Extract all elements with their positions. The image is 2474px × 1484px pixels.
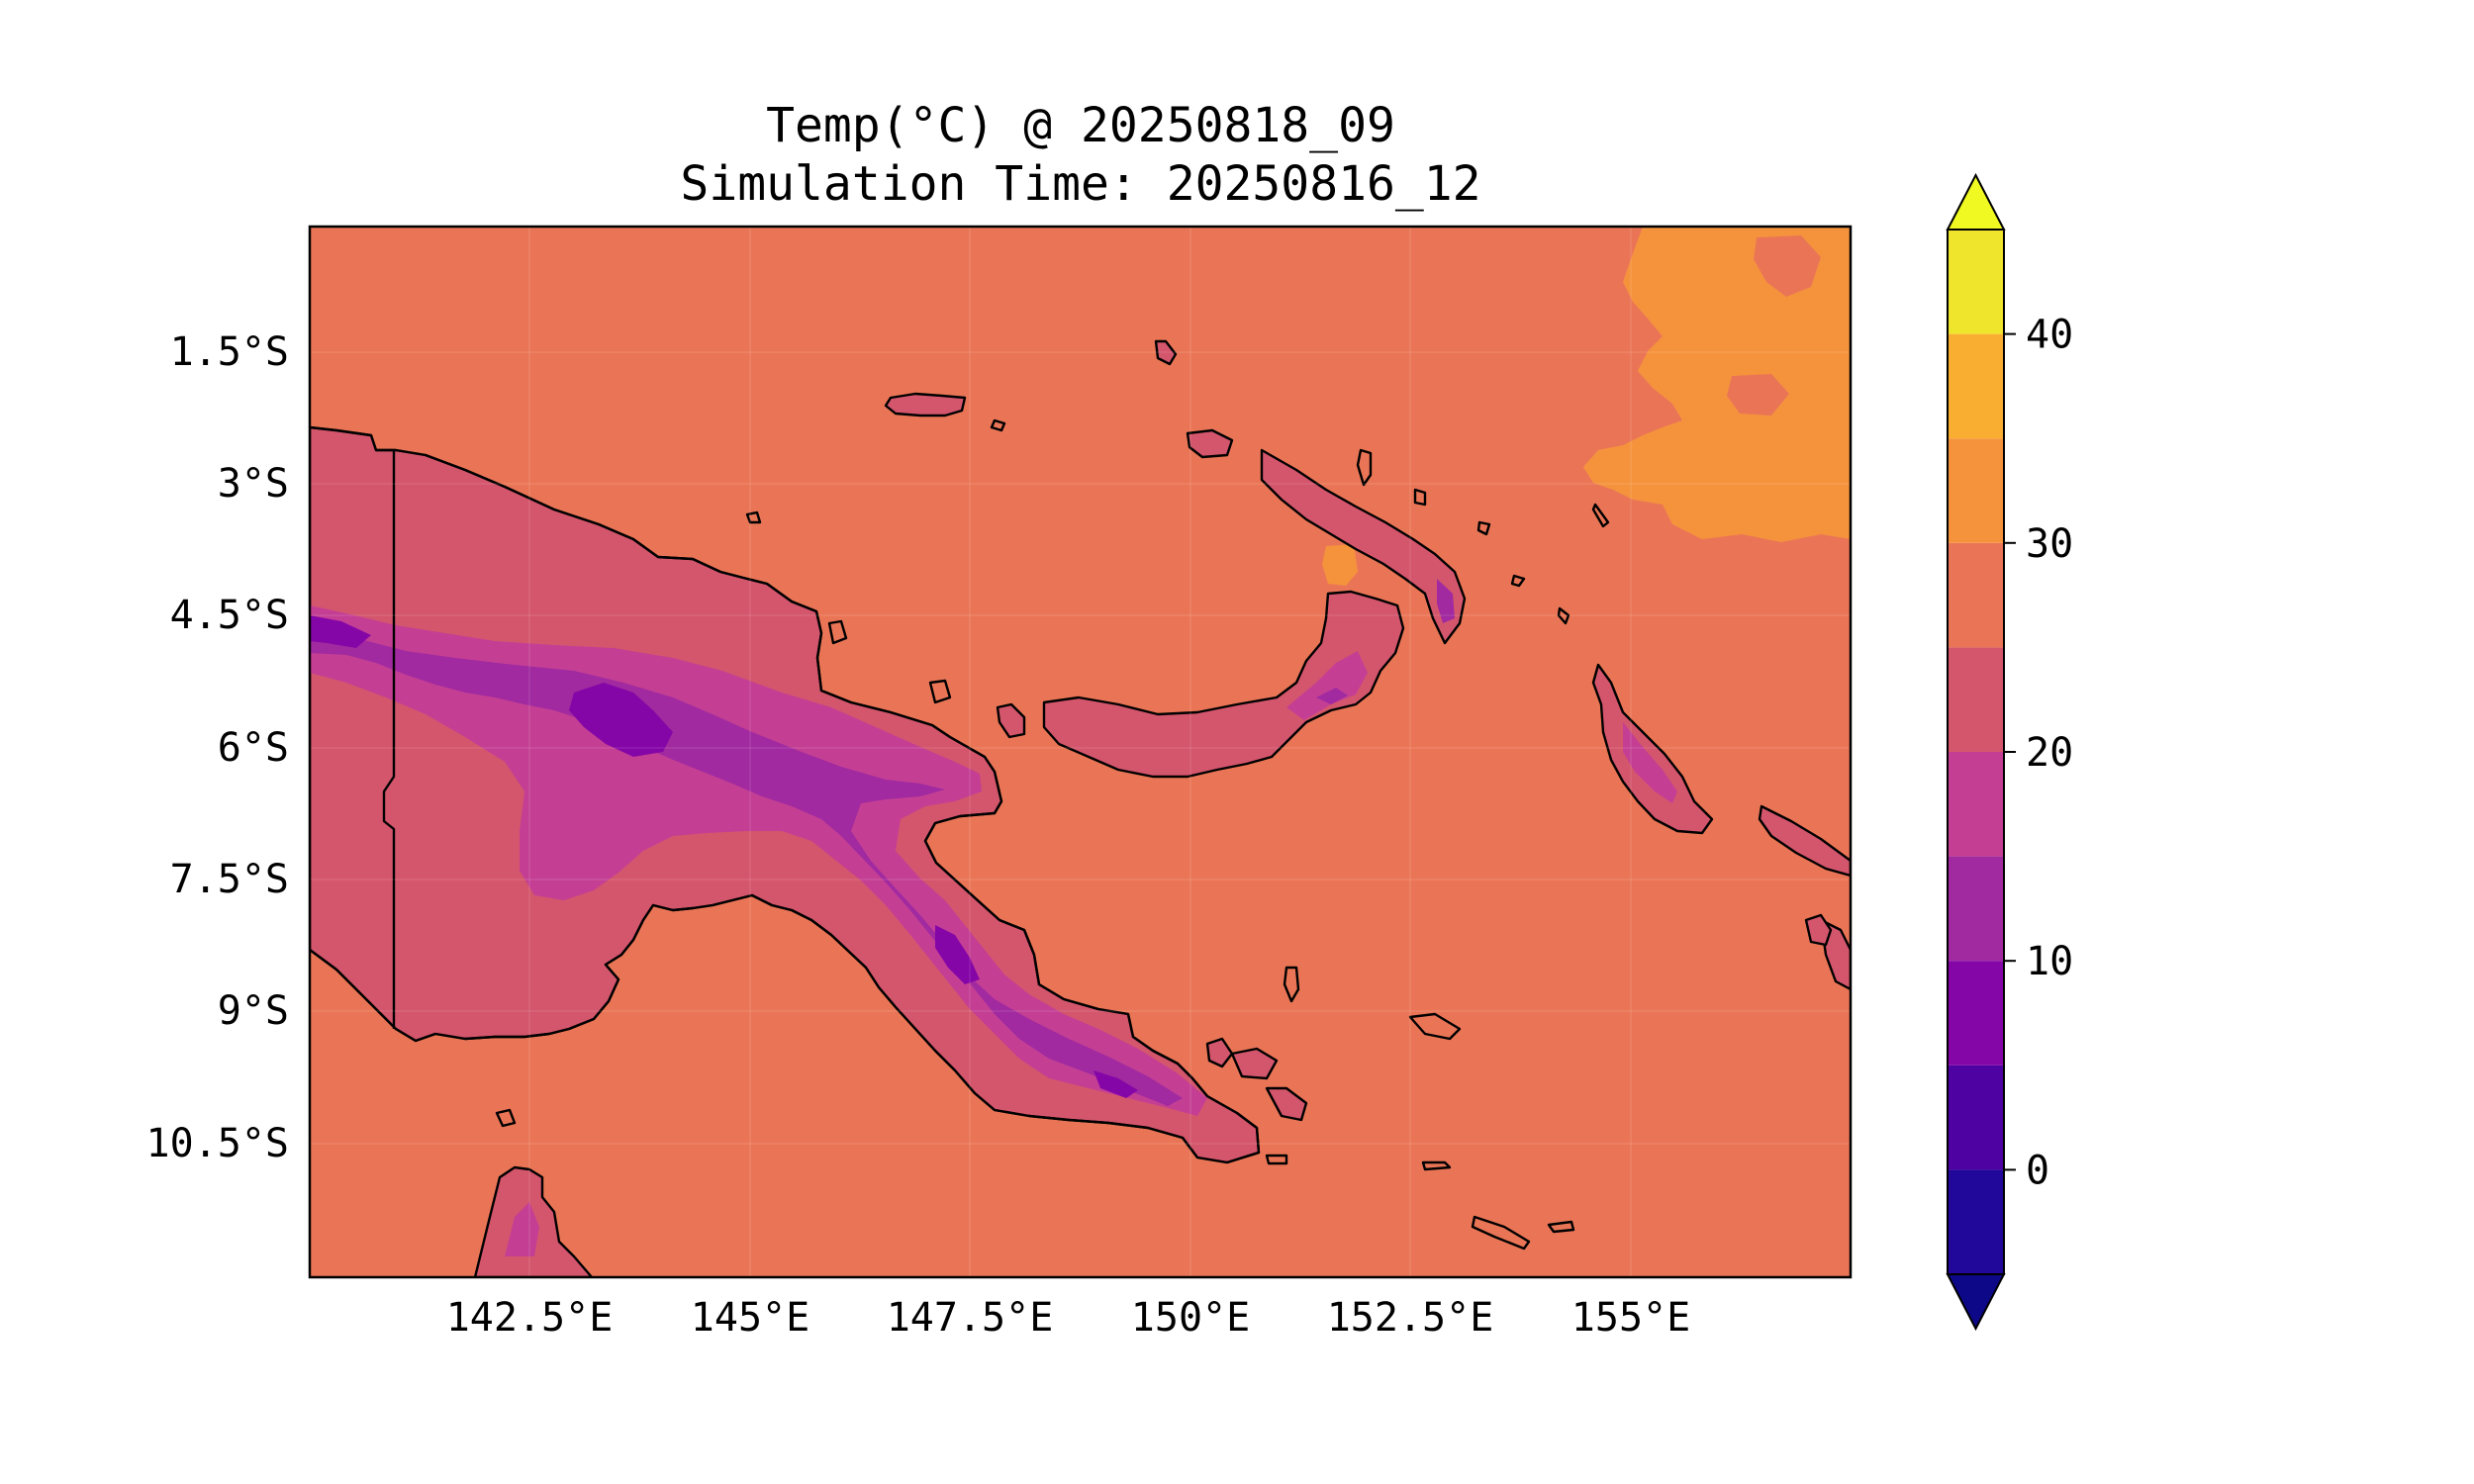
- land-islet-8: [1557, 606, 1570, 625]
- land-islet-5: [1510, 574, 1526, 588]
- land-islet-3: [1356, 448, 1373, 487]
- land-new-hanover: [1186, 428, 1234, 459]
- band-10-15-new-britain: [1316, 688, 1348, 704]
- band-10-15-highlands: [310, 628, 1183, 1106]
- land-new-ireland: [1260, 448, 1467, 645]
- land-tagula: [1471, 1215, 1531, 1251]
- band-5-10-core-3: [935, 925, 980, 984]
- land-islet-6: [1591, 503, 1610, 528]
- land-islet-solomons: [1804, 913, 1833, 947]
- colorbar-band: [1948, 333, 2004, 439]
- colorbar-tick-label: 30: [2026, 521, 2073, 567]
- border-line-indonesia-png: [382, 450, 396, 1029]
- land-islet-4: [1413, 488, 1427, 507]
- band-10-15-new-ireland: [1437, 579, 1455, 623]
- land-misima: [1421, 1160, 1452, 1171]
- land-trobriand: [1283, 966, 1300, 1003]
- sea-pocket-2: [1727, 374, 1789, 416]
- colorbar-band: [1948, 961, 2004, 1066]
- warm-sea-region-northeast: [1583, 227, 1851, 542]
- colorbar-over-arrow: [1946, 172, 2006, 231]
- colorbar-band: [1948, 542, 2004, 648]
- gridlines: [310, 227, 1851, 1277]
- map-frame: [308, 225, 1853, 1279]
- land-islet-9: [1265, 1154, 1288, 1165]
- colorbar-under-arrow: [1946, 1273, 2006, 1332]
- y-tick-label: 9°S: [218, 988, 289, 1034]
- land-woodlark: [1408, 1012, 1462, 1041]
- colorbar-band: [1948, 1065, 2004, 1170]
- colorbar-tick-label: 10: [2026, 939, 2073, 984]
- land-goodenough: [1205, 1037, 1234, 1068]
- x-tick-label: 155°E: [1571, 1295, 1690, 1341]
- x-tick-label: 147.5°E: [887, 1295, 1054, 1341]
- colorbar-tick-label: 40: [2026, 313, 2073, 358]
- title-line-2: Simulation Time: 20250816_12: [680, 156, 1480, 212]
- land-long-island: [928, 679, 952, 704]
- land-mussau: [1154, 339, 1178, 366]
- land-normanby: [1265, 1086, 1308, 1122]
- band-15-20-cape-york: [505, 1202, 539, 1256]
- x-tick-label: 142.5°E: [446, 1295, 614, 1341]
- band-15-20-new-britain: [1286, 651, 1368, 720]
- land-fergusson: [1230, 1047, 1279, 1080]
- y-tick-labels: 1.5°S 3°S 4.5°S 6°S 7.5°S 9°S 10.5°S: [146, 329, 290, 1166]
- warm-sea-region-bismarck: [1322, 544, 1358, 586]
- sea-pocket-1: [1754, 235, 1821, 297]
- y-tick-label: 4.5°S: [170, 593, 289, 638]
- y-tick-label: 10.5°S: [146, 1121, 290, 1166]
- land-rossel: [1547, 1220, 1575, 1234]
- band-5-10-core-4: [1094, 1070, 1138, 1098]
- title-line-1: Temp(°C) @ 20250818_09: [766, 98, 1395, 153]
- colorbar-band: [1948, 647, 2004, 752]
- colorbar-band: [1948, 752, 2004, 857]
- colorbar: 0 10 20 30 40: [1946, 172, 2073, 1332]
- band-15-20-bougainville: [1623, 722, 1677, 803]
- x-tick-labels: 142.5°E 145°E 147.5°E 150°E 152.5°E 155°…: [446, 1295, 1691, 1341]
- land-new-britain: [1042, 590, 1405, 779]
- x-tick-label: 152.5°E: [1327, 1295, 1494, 1341]
- y-tick-label: 3°S: [218, 461, 289, 507]
- colorbar-tick-label: 20: [2026, 730, 2073, 776]
- land-manus: [884, 392, 967, 417]
- y-tick-label: 1.5°S: [170, 329, 289, 375]
- colorbar-band: [1948, 438, 2004, 543]
- y-tick-label: 6°S: [218, 725, 289, 771]
- map-panel: [310, 227, 1851, 1277]
- band-5-10-core-2: [569, 683, 673, 757]
- land-bougainville: [1591, 663, 1714, 835]
- land-karkar: [827, 619, 848, 645]
- land-umboi: [996, 702, 1026, 739]
- land-islet-1: [990, 418, 1006, 432]
- land-islet-2: [745, 510, 762, 524]
- land-outline-new-guinea: [310, 425, 1261, 1164]
- x-tick-label: 150°E: [1131, 1295, 1250, 1341]
- land-islet-10: [495, 1108, 517, 1128]
- x-tick-label: 145°E: [691, 1295, 809, 1341]
- land-islet-7: [1476, 520, 1491, 536]
- colorbar-band: [1948, 856, 2004, 962]
- colorbar-tick-label: 0: [2026, 1148, 2049, 1193]
- colorbar-band: [1948, 230, 2004, 334]
- land-choiseul: [1758, 804, 1851, 878]
- band-15-20-central-highlands: [310, 605, 1207, 1116]
- y-tick-label: 7.5°S: [170, 857, 289, 902]
- colorbar-band: [1948, 1169, 2004, 1274]
- band-5-10-core-1: [310, 615, 371, 648]
